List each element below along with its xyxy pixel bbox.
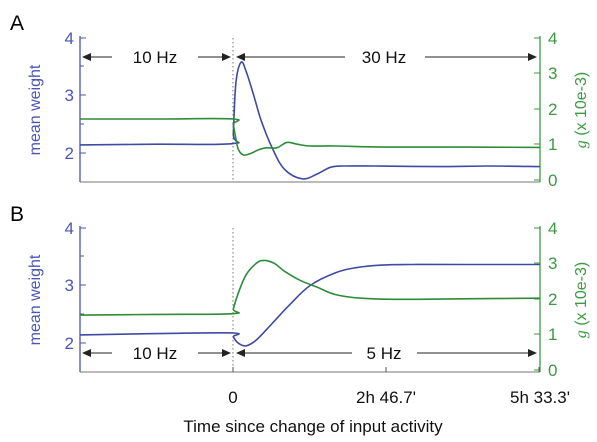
panel-b-letter: B [10,203,24,226]
annot-arrowhead [236,53,245,61]
panel-a-letter: A [10,12,24,35]
g-line-panel-a [79,117,541,156]
left-tick-label: 2 [65,334,74,353]
panel-a-right-ylabel: g (x 10e-3) [573,72,590,148]
annot-arrowhead [82,349,91,357]
right-tick-label: 0 [548,361,557,380]
right-tick-label: 2 [548,290,557,309]
g-line-panel-b [79,259,541,316]
left-tick-label: 3 [65,86,74,105]
annot-30hz: 30 Hz [362,48,406,67]
panel-a-right-ticks: 0 1 2 3 4 [534,29,557,190]
annot-arrowhead [528,53,537,61]
right-tick-label: 3 [548,64,557,83]
annot-10hz: 10 Hz [133,48,177,67]
panel-a-left-ticks: 2 3 4 [65,29,86,163]
right-tick-label: 0 [548,171,557,190]
mean-weight-line-panel-b [79,263,540,347]
g-symbol: g [573,140,590,148]
right-tick-label: 1 [548,135,557,154]
panel-a-annotations: 10 Hz 30 Hz [82,48,537,67]
left-tick-label: 3 [65,276,74,295]
annot-arrowhead [82,53,91,61]
panel-b-right-ticks: 0 1 2 3 4 [534,219,557,380]
right-tick-label: 4 [548,219,557,238]
right-tick-label: 4 [548,29,557,48]
panel-b-annotations: 10 Hz 5 Hz [82,344,537,363]
g-unit: (x 10e-3) [573,72,590,140]
panel-a: A 2 3 4 0 1 2 3 4 m [10,12,590,190]
panel-a-left-ylabel: mean weight [27,64,44,155]
panel-a-series [79,61,541,180]
right-tick-label: 3 [548,254,557,273]
x-axis-title: Time since change of input activity [183,417,443,436]
panel-b-left-ticks: 2 3 4 [65,219,86,353]
x-tick-label-5h: 5h 33.3' [510,388,570,407]
annot-5hz: 5 Hz [367,344,402,363]
panel-b-left-ylabel: mean weight [27,254,44,345]
annot-arrowhead [222,53,231,61]
panel-b: B 2 3 4 0 1 2 3 4 mean weight [10,203,590,407]
left-tick-label: 4 [65,219,74,238]
left-tick-label: 4 [65,29,74,48]
right-tick-label: 2 [548,100,557,119]
annot-10hz: 10 Hz [133,344,177,363]
x-tick-label-2h: 2h 46.7' [356,388,416,407]
x-tick-label-0: 0 [228,388,237,407]
panel-b-x-ticks: 0 2h 46.7' 5h 33.3' [228,367,570,407]
g-unit: (x 10e-3) [573,262,590,330]
panel-b-series [79,259,541,347]
panel-b-right-ylabel: g (x 10e-3) [573,262,590,338]
annot-arrowhead [528,349,537,357]
annot-arrowhead [236,349,245,357]
g-symbol: g [573,330,590,338]
left-tick-label: 2 [65,144,74,163]
mean-weight-line-panel-a [79,61,541,180]
annot-arrowhead [222,349,231,357]
right-tick-label: 1 [548,325,557,344]
